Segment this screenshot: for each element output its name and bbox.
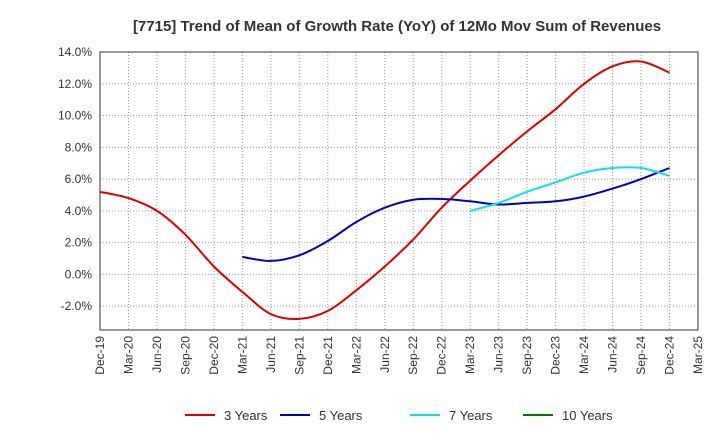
x-tick-label: Dec-19 xyxy=(93,336,107,375)
x-tick-label: Jun-21 xyxy=(264,336,278,373)
y-tick-label: 2.0% xyxy=(65,236,93,250)
x-tick-label: Mar-23 xyxy=(463,336,477,374)
y-tick-label: 14.0% xyxy=(58,45,92,59)
x-tick-label: Dec-22 xyxy=(435,336,449,375)
x-tick-label: Sep-21 xyxy=(292,336,306,375)
legend-label-7-years: 7 Years xyxy=(449,408,493,423)
x-tick-label: Jun-24 xyxy=(606,336,620,373)
chart-title: [7715] Trend of Mean of Growth Rate (YoY… xyxy=(133,18,661,35)
legend: 3 Years 5 Years 7 Years 10 Years xyxy=(185,408,613,423)
legend-label-10-years: 10 Years xyxy=(562,408,613,423)
x-tick-label: Sep-22 xyxy=(406,336,420,375)
x-tick-label: Dec-24 xyxy=(663,336,677,375)
x-tick-label: Mar-22 xyxy=(349,336,363,374)
y-tick-label: 8.0% xyxy=(65,140,93,154)
y-tick-label: 6.0% xyxy=(65,172,93,186)
plot-area: 14.0% 12.0% 10.0% 8.0% 6.0% 4.0% 2.0% 0.0% -2.0%… xyxy=(58,45,705,375)
x-tick-label: Dec-20 xyxy=(207,336,221,375)
x-tick-label: Mar-21 xyxy=(235,336,249,374)
y-tick-label: 4.0% xyxy=(65,204,93,218)
x-tick-label: Mar-24 xyxy=(577,336,591,374)
plot-background xyxy=(100,52,698,330)
series-line-3-years xyxy=(99,60,670,321)
x-tick-label: Sep-20 xyxy=(178,336,192,375)
x-tick-label: Jun-23 xyxy=(492,336,506,373)
y-tick-label: -2.0% xyxy=(61,299,93,313)
x-tick-label: Sep-24 xyxy=(634,336,648,375)
legend-label-5-years: 5 Years xyxy=(319,408,363,423)
x-tick-label: Dec-23 xyxy=(549,336,563,375)
y-tick-label: 12.0% xyxy=(58,77,92,91)
x-tick-label: Sep-23 xyxy=(520,336,534,375)
x-tick-label: Mar-20 xyxy=(121,336,135,374)
y-tick-label: 10.0% xyxy=(58,109,92,123)
x-tick-label: Jun-20 xyxy=(150,336,164,373)
x-tick-label: Jun-22 xyxy=(378,336,392,373)
plot-frame xyxy=(99,51,699,331)
series-line-7-years xyxy=(469,166,670,212)
series-line-5-years xyxy=(242,167,670,262)
y-tick-label: 0.0% xyxy=(65,267,93,281)
legend-label-3-years: 3 Years xyxy=(224,408,268,423)
x-tick-label: Dec-21 xyxy=(321,336,335,375)
x-tick-label: Mar-25 xyxy=(691,336,705,374)
